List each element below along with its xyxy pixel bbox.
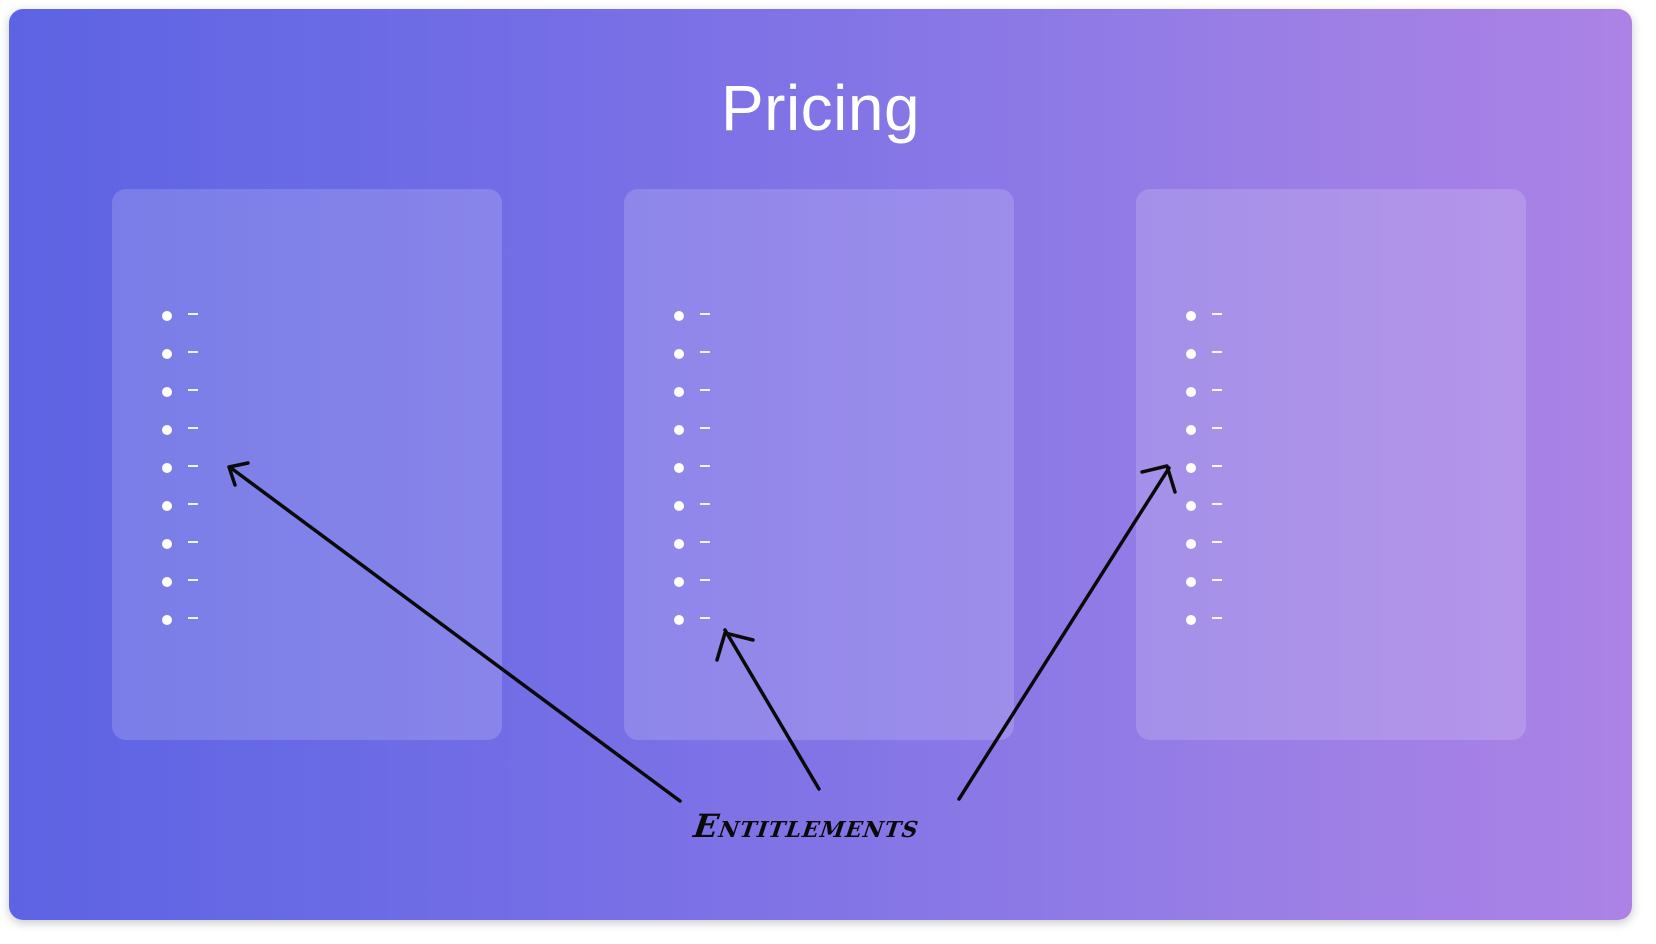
entitlement-item xyxy=(162,449,198,487)
placeholder-dash xyxy=(1212,579,1222,581)
placeholder-dash xyxy=(700,313,710,315)
bullet-dot xyxy=(162,615,172,625)
bullet-dot xyxy=(162,539,172,549)
entitlement-list xyxy=(1186,297,1222,639)
bullet-dot xyxy=(1186,501,1196,511)
bullet-dot xyxy=(674,615,684,625)
placeholder-dash xyxy=(700,541,710,543)
entitlement-item xyxy=(1186,335,1222,373)
entitlement-list xyxy=(674,297,710,639)
placeholder-dash xyxy=(1212,465,1222,467)
entitlement-item xyxy=(162,297,198,335)
placeholder-dash xyxy=(188,465,198,467)
placeholder-dash xyxy=(1212,389,1222,391)
entitlement-item xyxy=(162,601,198,639)
placeholder-dash xyxy=(700,351,710,353)
entitlement-item xyxy=(162,335,198,373)
placeholder-dash xyxy=(188,579,198,581)
entitlement-item xyxy=(162,525,198,563)
pricing-slide: Pricing Entitlements xyxy=(9,9,1632,920)
entitlement-item xyxy=(1186,297,1222,335)
bullet-dot xyxy=(674,311,684,321)
bullet-dot xyxy=(1186,463,1196,473)
entitlement-item xyxy=(674,525,710,563)
bullet-dot xyxy=(162,577,172,587)
bullet-dot xyxy=(162,501,172,511)
entitlement-item xyxy=(1186,449,1222,487)
entitlement-item xyxy=(674,487,710,525)
entitlement-item xyxy=(674,297,710,335)
bullet-dot xyxy=(162,349,172,359)
entitlement-item xyxy=(1186,411,1222,449)
placeholder-dash xyxy=(188,351,198,353)
bullet-dot xyxy=(674,387,684,397)
placeholder-dash xyxy=(1212,313,1222,315)
entitlement-item xyxy=(162,563,198,601)
entitlement-item xyxy=(1186,373,1222,411)
placeholder-dash xyxy=(188,389,198,391)
entitlement-item xyxy=(1186,601,1222,639)
placeholder-dash xyxy=(1212,541,1222,543)
entitlement-item xyxy=(674,373,710,411)
bullet-dot xyxy=(1186,425,1196,435)
bullet-dot xyxy=(1186,387,1196,397)
entitlement-item xyxy=(1186,563,1222,601)
bullet-dot xyxy=(1186,577,1196,587)
placeholder-dash xyxy=(188,427,198,429)
placeholder-dash xyxy=(700,465,710,467)
pricing-card-3 xyxy=(1136,189,1526,740)
bullet-dot xyxy=(674,539,684,549)
entitlement-item xyxy=(162,373,198,411)
entitlement-item xyxy=(162,411,198,449)
bullet-dot xyxy=(162,311,172,321)
placeholder-dash xyxy=(188,503,198,505)
placeholder-dash xyxy=(188,541,198,543)
placeholder-dash xyxy=(188,313,198,315)
entitlement-item xyxy=(162,487,198,525)
placeholder-dash xyxy=(700,617,710,619)
bullet-dot xyxy=(674,501,684,511)
bullet-dot xyxy=(674,349,684,359)
pricing-card-2 xyxy=(624,189,1014,740)
bullet-dot xyxy=(1186,615,1196,625)
entitlement-item xyxy=(1186,487,1222,525)
page-title: Pricing xyxy=(720,72,921,144)
bullet-dot xyxy=(674,425,684,435)
bullet-dot xyxy=(1186,311,1196,321)
placeholder-dash xyxy=(188,617,198,619)
placeholder-dash xyxy=(1212,351,1222,353)
entitlement-item xyxy=(674,335,710,373)
entitlements-annotation: Entitlements xyxy=(691,807,922,845)
bullet-dot xyxy=(162,387,172,397)
placeholder-dash xyxy=(700,389,710,391)
bullet-dot xyxy=(674,463,684,473)
placeholder-dash xyxy=(1212,427,1222,429)
entitlement-item xyxy=(674,449,710,487)
placeholder-dash xyxy=(700,579,710,581)
placeholder-dash xyxy=(1212,503,1222,505)
bullet-dot xyxy=(1186,539,1196,549)
placeholder-dash xyxy=(1212,617,1222,619)
bullet-dot xyxy=(674,577,684,587)
placeholder-dash xyxy=(700,503,710,505)
bullet-dot xyxy=(162,425,172,435)
bullet-dot xyxy=(1186,349,1196,359)
entitlement-item xyxy=(1186,525,1222,563)
entitlement-item xyxy=(674,563,710,601)
placeholder-dash xyxy=(700,427,710,429)
pricing-card-1 xyxy=(112,189,502,740)
bullet-dot xyxy=(162,463,172,473)
entitlement-item xyxy=(674,601,710,639)
entitlement-list xyxy=(162,297,198,639)
entitlement-item xyxy=(674,411,710,449)
